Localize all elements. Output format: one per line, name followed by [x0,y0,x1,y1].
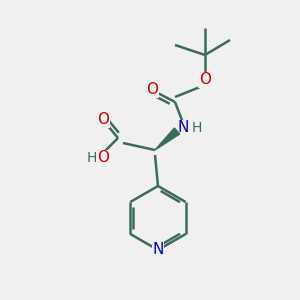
Text: N: N [152,242,164,257]
Text: O: O [199,73,211,88]
Text: O: O [97,151,109,166]
Text: H: H [192,121,202,135]
Text: O: O [97,112,109,128]
Text: H: H [87,151,97,165]
Polygon shape [155,128,180,150]
Text: N: N [177,121,189,136]
Text: O: O [146,82,158,98]
